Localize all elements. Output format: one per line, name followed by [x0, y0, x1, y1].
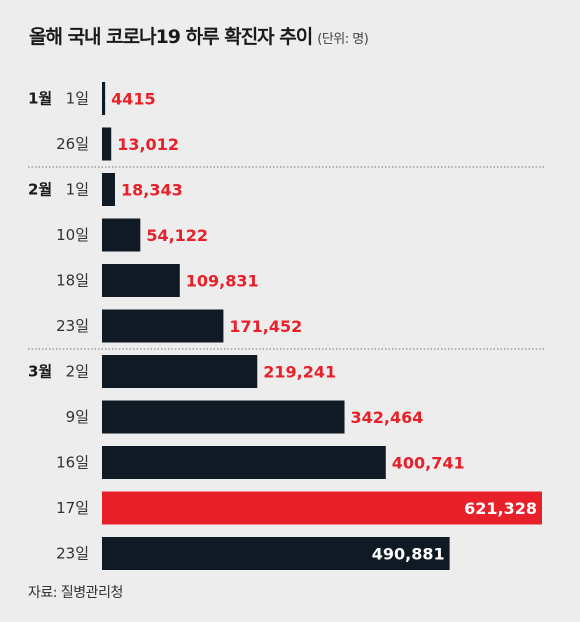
day-label: 26일	[56, 135, 89, 153]
month-label: 1월	[28, 90, 52, 108]
value-label: 18,343	[121, 181, 183, 200]
month-label: 3월	[28, 363, 52, 381]
value-label: 219,241	[263, 363, 336, 382]
day-label: 1일	[66, 90, 89, 108]
value-label: 342,464	[351, 408, 424, 427]
bar	[102, 127, 112, 161]
value-label: 171,452	[229, 317, 302, 336]
value-label: 4415	[111, 90, 156, 109]
day-label: 1일	[66, 181, 89, 199]
value-label: 400,741	[392, 454, 465, 473]
bar	[102, 537, 450, 570]
value-label: 13,012	[117, 135, 179, 154]
bar	[102, 82, 106, 115]
bar	[102, 400, 345, 434]
day-label: 16일	[56, 454, 89, 472]
bar	[102, 355, 258, 388]
bar	[102, 309, 224, 343]
day-label: 17일	[56, 499, 89, 517]
title-row: 올해 국내 코로나19 하루 확진자 추이 (단위: 명)	[29, 22, 369, 49]
chart-title: 올해 국내 코로나19 하루 확진자 추이	[29, 26, 313, 48]
unit-label: (단위: 명)	[317, 32, 369, 47]
day-label: 23일	[56, 317, 89, 335]
day-label: 9일	[66, 408, 89, 426]
bar	[102, 446, 386, 479]
source-note: 자료: 질병관리청	[28, 585, 123, 601]
day-label: 18일	[56, 272, 89, 290]
value-label: 490,881	[372, 545, 445, 564]
value-label: 109,831	[186, 272, 259, 291]
day-label: 2일	[66, 363, 89, 381]
bar	[102, 218, 141, 252]
day-label: 10일	[56, 226, 89, 244]
value-label: 621,328	[464, 499, 537, 518]
bar	[102, 173, 115, 206]
day-label: 23일	[56, 545, 89, 563]
bar	[102, 491, 542, 525]
month-label: 2월	[28, 181, 52, 199]
value-label: 54,122	[146, 226, 208, 245]
bar	[102, 264, 180, 297]
